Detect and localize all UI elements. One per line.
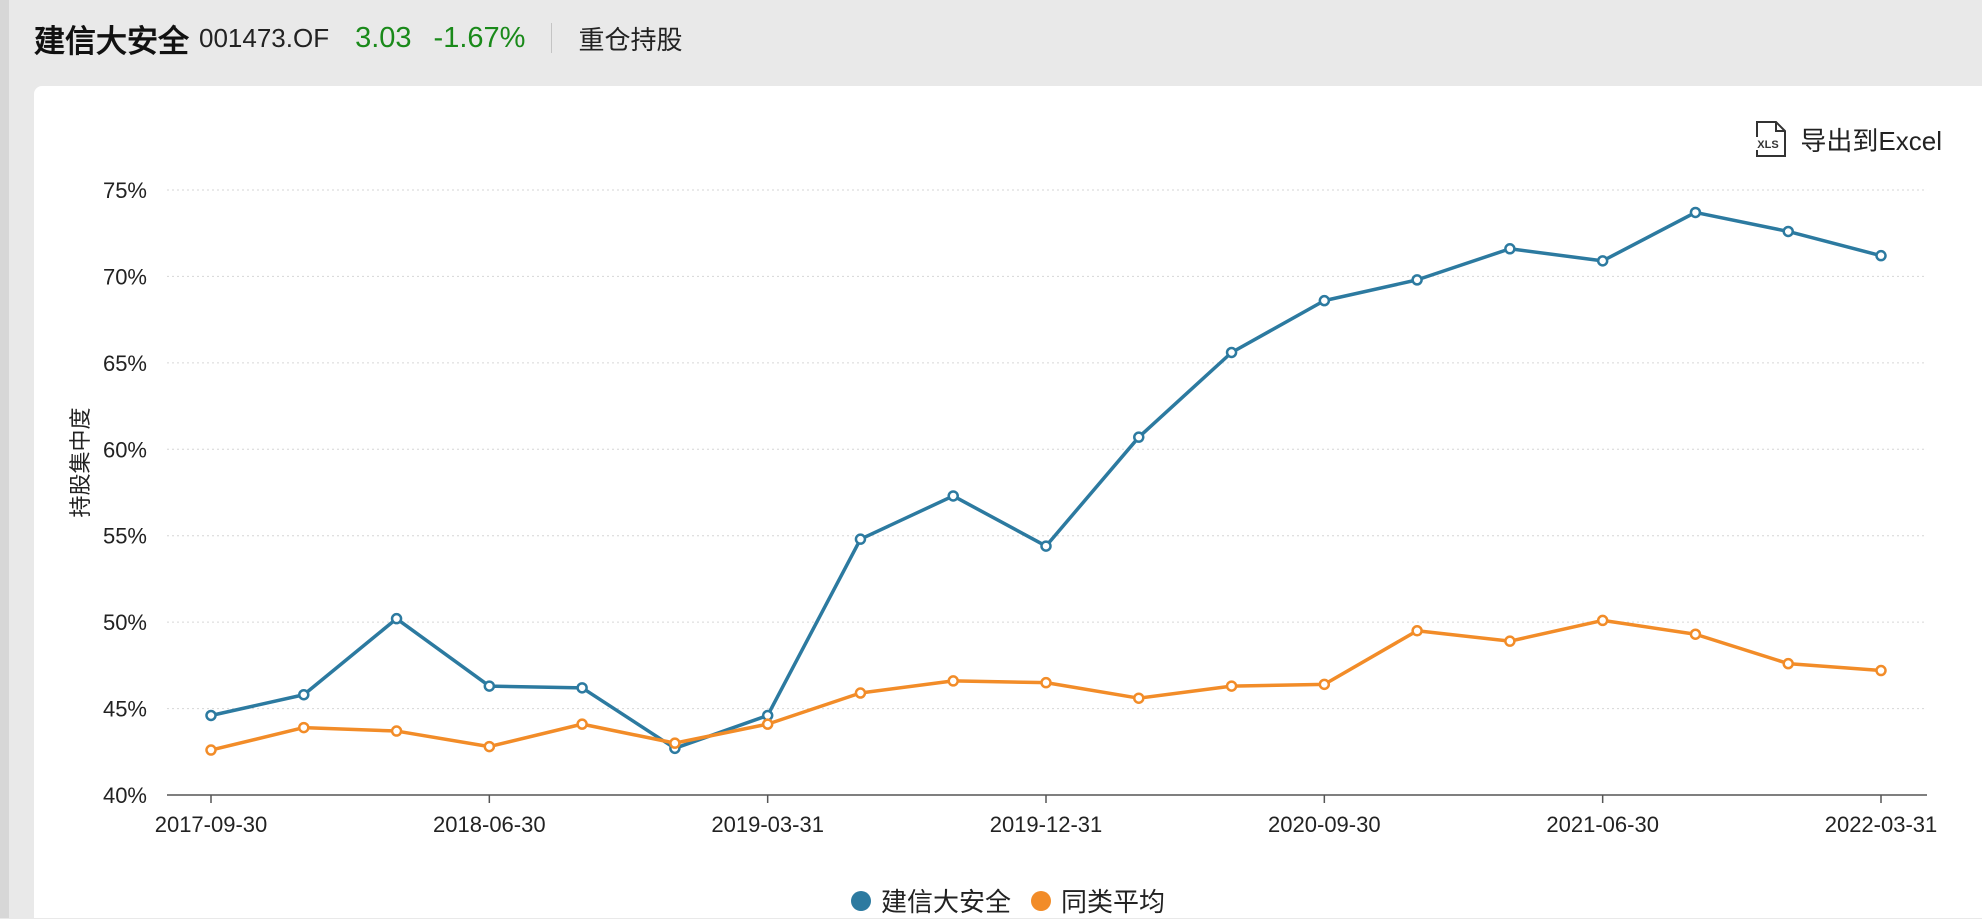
header-divider bbox=[551, 23, 553, 53]
legend-label-average: 同类平均 bbox=[1061, 887, 1166, 917]
data-point bbox=[1133, 692, 1145, 704]
chart-card: XLS 导出到Excel 40% 45% 50% 55% 60% 65% 70% 75% 201… bbox=[34, 86, 1982, 918]
data-point bbox=[1225, 346, 1238, 359]
legend-item-average[interactable]: 同类平均 bbox=[1031, 882, 1165, 919]
fund-price: 3.03 bbox=[355, 21, 412, 54]
y-axis-title: 持股集中度 bbox=[69, 407, 94, 517]
data-point bbox=[1875, 249, 1887, 262]
data-point bbox=[576, 718, 588, 730]
series-line-0 bbox=[210, 210, 1882, 751]
legend-dot-fund bbox=[850, 890, 871, 911]
data-point bbox=[1133, 431, 1145, 443]
x-tick-label: 2021-06-30 bbox=[1546, 812, 1659, 837]
legend-dot-average bbox=[1031, 890, 1051, 911]
data-point bbox=[205, 744, 217, 756]
data-point bbox=[298, 688, 310, 701]
data-point bbox=[1411, 625, 1423, 637]
data-point bbox=[1504, 243, 1516, 255]
data-point bbox=[390, 612, 403, 625]
data-point bbox=[1318, 294, 1331, 307]
x-tick-label: 2019-12-31 bbox=[990, 812, 1103, 837]
data-point bbox=[854, 687, 867, 699]
tick-labels: 40% 45% 50% 55% 60% 65% 70% 75% 2017-09-30 2018-0… bbox=[69, 178, 1937, 837]
y-tick-label: 75% bbox=[103, 178, 147, 203]
y-tick-label: 55% bbox=[103, 524, 147, 549]
data-point bbox=[761, 718, 774, 730]
data-point bbox=[947, 490, 959, 502]
data-point bbox=[1411, 274, 1423, 286]
y-tick-label: 65% bbox=[103, 351, 147, 376]
data-point bbox=[1875, 664, 1887, 677]
section-title[interactable]: 重仓持股 bbox=[578, 24, 683, 55]
series-lines bbox=[210, 210, 1882, 752]
page-header: 建信大安全 001473.OF 3.03 -1.67% 重仓持股 bbox=[34, 0, 1982, 76]
data-point bbox=[1040, 540, 1052, 552]
data-point bbox=[390, 725, 403, 737]
data-point bbox=[205, 709, 217, 722]
data-point bbox=[947, 675, 959, 687]
data-point bbox=[298, 721, 310, 734]
data-point bbox=[483, 680, 496, 692]
data-point bbox=[483, 740, 496, 753]
data-point bbox=[1504, 635, 1516, 647]
export-label: 导出到Excel bbox=[1800, 125, 1942, 156]
data-point bbox=[576, 682, 588, 694]
legend-item-fund[interactable]: 建信大安全 bbox=[850, 882, 1011, 919]
data-point bbox=[669, 737, 681, 749]
data-point bbox=[1225, 680, 1238, 692]
fund-name: 建信大安全 bbox=[34, 23, 189, 59]
data-point bbox=[854, 533, 867, 545]
data-point bbox=[1040, 676, 1052, 689]
x-tick-label: 2017-09-30 bbox=[155, 812, 268, 837]
data-point bbox=[1689, 628, 1702, 640]
xls-file-icon: XLS bbox=[1755, 121, 1787, 157]
data-point bbox=[1782, 657, 1794, 670]
y-tick-label: 60% bbox=[103, 437, 147, 462]
y-tick-label: 70% bbox=[103, 264, 147, 289]
chart-legend: 建信大安全 同类平均 bbox=[34, 882, 1982, 919]
data-point bbox=[1596, 614, 1609, 627]
fund-change: -1.67% bbox=[433, 21, 526, 54]
data-point bbox=[1318, 678, 1331, 691]
x-tick-label: 2022-03-31 bbox=[1825, 812, 1938, 837]
data-point bbox=[1689, 206, 1702, 219]
y-tick-label: 45% bbox=[103, 697, 147, 722]
y-tick-label: 40% bbox=[103, 783, 147, 808]
x-tick-label: 2020-09-30 bbox=[1268, 812, 1381, 837]
xls-icon-text: XLS bbox=[1758, 139, 1779, 151]
left-edge-strip bbox=[0, 0, 9, 918]
y-tick-label: 50% bbox=[103, 610, 147, 635]
data-point bbox=[1782, 225, 1794, 238]
series-points bbox=[205, 206, 1887, 756]
grid-lines bbox=[167, 189, 1927, 710]
export-excel-button[interactable]: XLS 导出到Excel bbox=[1754, 120, 1942, 158]
axes bbox=[167, 794, 1927, 803]
x-tick-label: 2018-06-30 bbox=[433, 812, 546, 837]
line-chart: 40% 45% 50% 55% 60% 65% 70% 75% 2017-09-30 2018-0… bbox=[69, 178, 1937, 837]
legend-label-fund: 建信大安全 bbox=[880, 887, 1011, 917]
fund-code: 001473.OF bbox=[199, 22, 330, 53]
x-tick-label: 2019-03-31 bbox=[711, 812, 824, 837]
data-point bbox=[1596, 255, 1609, 267]
